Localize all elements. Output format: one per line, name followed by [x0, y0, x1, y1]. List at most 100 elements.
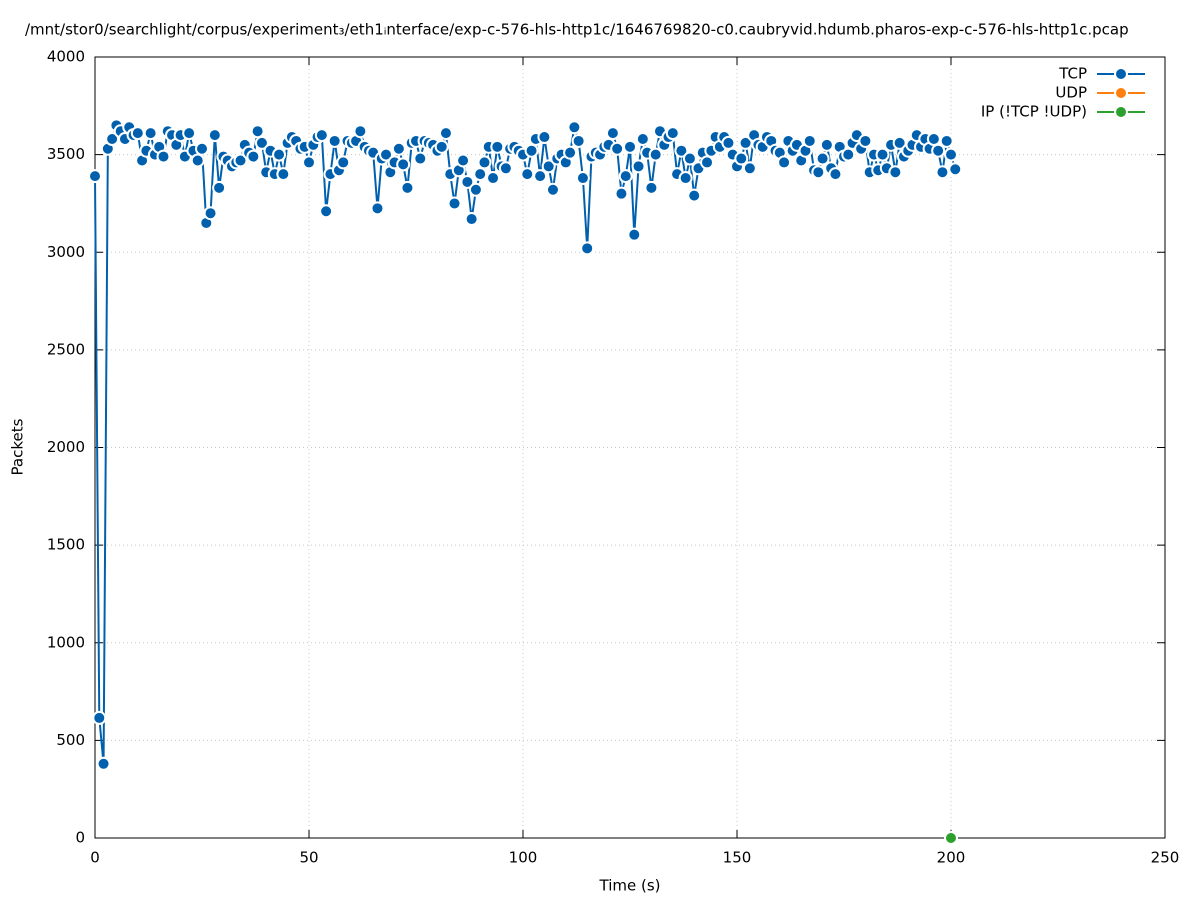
data-point	[438, 126, 453, 141]
data-point	[618, 169, 633, 184]
data-point	[644, 180, 659, 195]
data-point	[391, 141, 406, 156]
data-point	[207, 128, 222, 143]
data-point	[190, 153, 205, 168]
data-point	[648, 147, 663, 162]
data-point	[456, 153, 471, 168]
legend-label: IP (!TCP !UDP)	[981, 103, 1087, 121]
chart-title: /mnt/stor0/searchlight/corpus/experiment…	[25, 21, 1129, 39]
data-point	[734, 151, 749, 166]
data-point	[858, 133, 873, 148]
data-point	[96, 756, 111, 771]
data-point	[468, 182, 483, 197]
data-point	[939, 133, 954, 148]
x-tick-label: 100	[509, 849, 538, 867]
data-point	[738, 135, 753, 150]
data-point	[674, 143, 689, 158]
data-point	[926, 132, 941, 147]
data-point	[623, 139, 637, 154]
data-point	[233, 153, 248, 168]
data-point	[931, 143, 946, 158]
data-point	[635, 132, 650, 147]
data-point	[742, 161, 757, 176]
data-point	[520, 167, 535, 182]
data-point	[700, 155, 715, 170]
data-point	[777, 155, 792, 170]
data-point	[195, 141, 209, 156]
data-point	[212, 180, 227, 195]
data-point	[811, 165, 826, 180]
data-point	[272, 147, 287, 162]
y-tick-label: 4000	[47, 48, 85, 66]
y-tick-label: 2000	[47, 438, 85, 456]
data-point	[614, 186, 629, 201]
data-point	[490, 139, 505, 154]
data-point	[537, 130, 552, 145]
data-point	[678, 171, 693, 186]
data-point	[246, 149, 261, 164]
data-point	[88, 169, 102, 184]
data-point	[314, 128, 329, 143]
data-point	[327, 133, 342, 148]
data-point	[631, 159, 646, 174]
x-tick-label: 200	[937, 849, 966, 867]
data-point	[130, 126, 145, 141]
x-axis-label: Time (s)	[599, 877, 661, 895]
data-point	[254, 135, 269, 150]
data-point	[413, 151, 428, 166]
data-point	[815, 151, 830, 166]
data-point	[627, 227, 642, 242]
data-point	[203, 206, 218, 221]
data-point	[473, 167, 488, 182]
data-point	[460, 174, 475, 189]
x-tick-label: 250	[1151, 849, 1180, 867]
data-point	[682, 151, 697, 166]
data-point	[828, 167, 843, 182]
y-tick-label: 1500	[47, 536, 85, 554]
x-tick-label: 150	[723, 849, 752, 867]
data-point	[948, 162, 963, 177]
y-tick-label: 3000	[47, 243, 85, 261]
data-point	[610, 141, 625, 156]
data-point	[545, 182, 560, 197]
plot-border	[94, 56, 1166, 839]
data-point	[944, 831, 958, 845]
y-tick-label: 3500	[47, 145, 85, 163]
data-point	[400, 180, 415, 195]
data-point	[580, 241, 595, 256]
y-tick-label: 500	[56, 731, 85, 749]
data-point	[875, 147, 890, 162]
data-point	[477, 155, 492, 170]
data-point	[498, 161, 513, 176]
data-point	[892, 135, 907, 150]
data-point	[533, 169, 548, 184]
data-point	[434, 139, 449, 154]
data-point	[370, 201, 385, 216]
x-tick-label: 0	[90, 849, 100, 867]
data-point	[464, 212, 479, 227]
data-point	[687, 188, 702, 203]
x-tick-label: 50	[299, 849, 318, 867]
data-point	[841, 147, 856, 162]
data-point	[156, 149, 171, 164]
legend-label: UDP	[1055, 84, 1087, 102]
data-point	[302, 155, 316, 170]
y-tick-label: 0	[75, 829, 85, 847]
data-point	[567, 120, 582, 135]
legend-marker	[1114, 67, 1128, 81]
data-point	[605, 126, 620, 141]
data-point	[336, 155, 351, 170]
y-axis-label: Packets	[9, 418, 27, 475]
data-point	[944, 147, 958, 162]
legend-marker	[1114, 86, 1128, 100]
data-point	[250, 124, 265, 139]
y-tick-label: 1000	[47, 633, 85, 651]
data-point	[819, 137, 834, 152]
data-point	[575, 171, 590, 186]
data-point	[276, 167, 291, 182]
data-point	[563, 145, 578, 160]
legend-marker	[1114, 105, 1128, 119]
data-point	[353, 124, 368, 139]
data-point	[524, 143, 539, 158]
